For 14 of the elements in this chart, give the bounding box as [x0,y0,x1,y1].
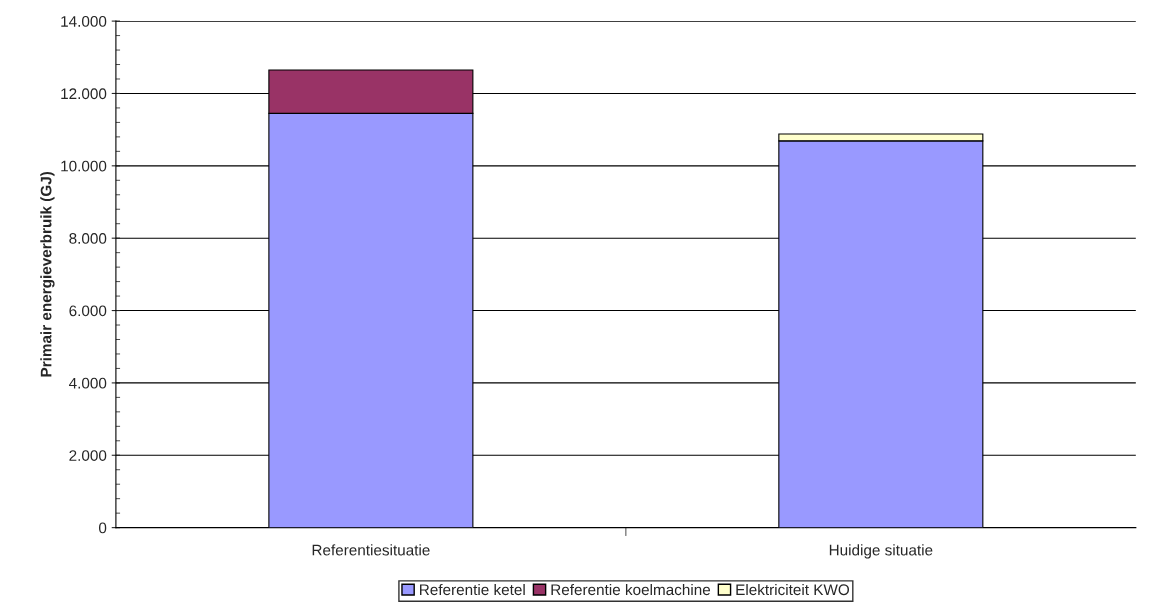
y-tick-label: 0 [98,522,107,534]
y-tick-label: 6.000 [69,305,107,317]
y-axis-title: Primair energieverbruik (GJ) [40,171,55,377]
x-tick-label: Referentiesituatie [312,544,430,556]
legend-label: Referentie ketel [420,583,525,596]
y-tick-label: 8.000 [69,233,107,244]
y-tick-label: 4.000 [69,377,107,389]
y-tick-label: 14.000 [61,15,107,27]
legend-label: Referentie koelmachine [551,583,711,596]
legend-label: Elektriciteit KWO [736,583,850,596]
y-tick-label: 2.000 [69,450,107,461]
x-tick-label: Huidige situatie [829,544,933,559]
y-tick-label: 10.000 [61,160,107,172]
y-tick-label: 12.000 [61,88,107,100]
